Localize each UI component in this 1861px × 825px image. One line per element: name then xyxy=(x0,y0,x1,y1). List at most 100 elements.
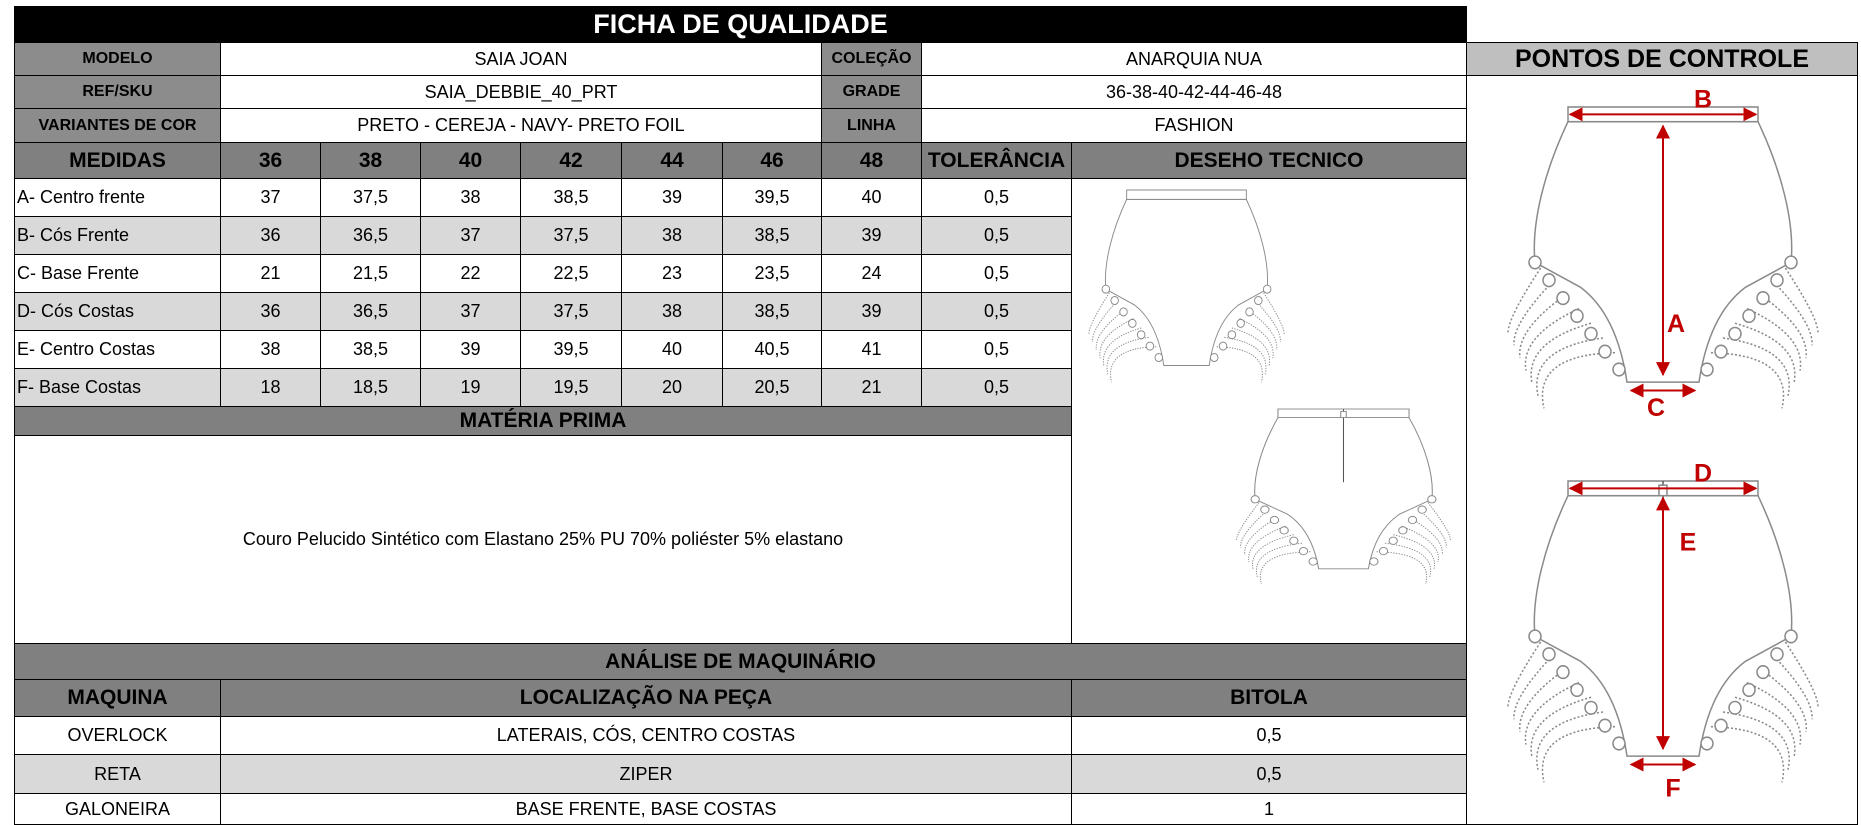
column-header: 48 xyxy=(821,142,922,179)
row: REF/SKU SAIA_DEBBIE_40_PRT GRADE 36-38-40-4… xyxy=(14,75,1468,109)
machine-cell: BASE FRENTE, BASE COSTAS xyxy=(220,793,1072,825)
machine-cell: GALONEIRA xyxy=(14,793,221,825)
measure-value: 24 xyxy=(821,254,922,293)
column-header: 40 xyxy=(420,142,521,179)
row: B- Cós Frente 36 36,5 37 37,5 38 38,5 39 0,5 xyxy=(14,216,1467,255)
control-title: PONTOS DE CONTROLE xyxy=(1467,43,1857,76)
column-header: 42 xyxy=(520,142,622,179)
measure-value: 40,5 xyxy=(722,330,822,369)
row: ANÁLISE DE MAQUINÁRIO xyxy=(13,643,1468,680)
column-header: 46 xyxy=(722,142,822,179)
column-header: TOLERÂNCIA xyxy=(921,142,1072,179)
column-header: 44 xyxy=(621,142,723,179)
measure-value: 36 xyxy=(220,216,321,255)
row: VARIANTES DE COR PRETO - CEREJA - NAVY- P… xyxy=(14,108,1468,143)
row: C- Base Frente 21 21,5 22 22,5 23 23,5 24 0,5 xyxy=(14,254,1467,293)
row: MODELO SAIA JOAN COLEÇÃO ANARQUIA NUA xyxy=(14,42,1468,76)
measure-value: 39,5 xyxy=(520,330,622,369)
measure-name: D- Cós Costas xyxy=(14,292,221,331)
field-label: REF/SKU xyxy=(14,75,221,109)
row: E- Centro Costas 38 38,5 39 39,5 40 40,5 41 0,5 xyxy=(14,330,1467,369)
column-header: MEDIDAS xyxy=(14,142,221,179)
measure-value: 20 xyxy=(621,368,723,407)
measure-value: 22,5 xyxy=(520,254,622,293)
measure-value: 39 xyxy=(821,216,922,255)
quality-sheet: FICHA DE QUALIDADE MODELO SAIA JOAN COLEÇÃO… xyxy=(13,6,1468,825)
measure-name: F- Base Costas xyxy=(14,368,221,407)
field-value: PRETO - CEREJA - NAVY- PRETO FOIL xyxy=(220,108,822,143)
measure-value: 39 xyxy=(621,178,723,217)
measure-value: 0,5 xyxy=(921,254,1072,293)
measure-value: 36 xyxy=(220,292,321,331)
machine-cell: OVERLOCK xyxy=(14,716,221,755)
technical-drawing-cell xyxy=(1070,178,1468,644)
machine-cell: ZIPER xyxy=(220,754,1072,794)
row: A- Centro frente 37 37,5 38 38,5 39 39,5 40 0,5 xyxy=(14,178,1468,644)
measure-value: 38,5 xyxy=(722,216,822,255)
measure-name: C- Base Frente xyxy=(14,254,221,293)
measure-value: 36,5 xyxy=(320,292,421,331)
measure-value: 21,5 xyxy=(320,254,421,293)
measure-value: 19 xyxy=(420,368,521,407)
measure-value: 37,5 xyxy=(520,292,622,331)
measure-value: 38 xyxy=(420,178,521,217)
measure-value: 0,5 xyxy=(921,292,1072,331)
measure-name: A- Centro frente xyxy=(14,178,221,217)
field-value: ANARQUIA NUA xyxy=(920,42,1468,76)
measure-value: 38 xyxy=(621,292,723,331)
machine-cell: LATERAIS, CÓS, CENTRO COSTAS xyxy=(220,716,1072,755)
machine-cell: 0,5 xyxy=(1070,754,1468,794)
measure-value: 37,5 xyxy=(320,178,421,217)
measure-value: 40 xyxy=(621,330,723,369)
measure-value: 19,5 xyxy=(520,368,622,407)
measure-value: 18,5 xyxy=(320,368,421,407)
measure-name: E- Centro Costas xyxy=(14,330,221,369)
field-label: GRADE xyxy=(821,75,922,109)
row: FICHA DE QUALIDADE xyxy=(13,6,1468,43)
column-header: BITOLA xyxy=(1070,679,1468,717)
material-text: Couro Pelucido Sintético com Elastano 25… xyxy=(14,435,1072,644)
measure-name: B- Cós Frente xyxy=(14,216,221,255)
machine-cell: 0,5 xyxy=(1070,716,1468,755)
section-title: ANÁLISE DE MAQUINÁRIO xyxy=(13,643,1468,680)
control-panel: PONTOS DE CONTROLE xyxy=(1466,42,1858,825)
measure-value: 0,5 xyxy=(921,178,1072,217)
field-value: SAIA JOAN xyxy=(220,42,822,76)
measure-value: 37 xyxy=(420,292,521,331)
measure-value: 37 xyxy=(420,216,521,255)
measure-value: 21 xyxy=(220,254,321,293)
measure-value: 22 xyxy=(420,254,521,293)
measure-value: 39 xyxy=(420,330,521,369)
measure-value: 20,5 xyxy=(722,368,822,407)
row: MAQUINA LOCALIZAÇÃO NA PEÇA BITOLA xyxy=(14,679,1468,717)
row: GALONEIRA BASE FRENTE, BASE COSTAS 1 xyxy=(14,793,1468,825)
measure-value: 38,5 xyxy=(722,292,822,331)
field-label: COLEÇÃO xyxy=(821,42,922,76)
field-label: MODELO xyxy=(14,42,221,76)
machine-cell: RETA xyxy=(14,754,221,794)
measure-value: 21 xyxy=(821,368,922,407)
measure-value: 38,5 xyxy=(520,178,622,217)
measure-value: 40 xyxy=(821,178,922,217)
measure-value: 41 xyxy=(821,330,922,369)
measure-value: 36,5 xyxy=(320,216,421,255)
machine-cell: 1 xyxy=(1070,793,1468,825)
measure-value: 38 xyxy=(220,330,321,369)
measure-value: 0,5 xyxy=(921,368,1072,407)
row: D- Cós Costas 36 36,5 37 37,5 38 38,5 39 0,5 xyxy=(14,292,1467,331)
measure-value: 0,5 xyxy=(921,216,1072,255)
field-label: LINHA xyxy=(821,108,922,143)
measure-value: 18 xyxy=(220,368,321,407)
column-header: MAQUINA xyxy=(14,679,221,717)
row: F- Base Costas 18 18,5 19 19,5 20 20,5 21 0,5 xyxy=(14,368,1467,407)
column-header: 38 xyxy=(320,142,421,179)
sheet-title: FICHA DE QUALIDADE xyxy=(13,6,1468,43)
section-title: MATÉRIA PRIMA xyxy=(14,406,1072,436)
measure-value: 38 xyxy=(621,216,723,255)
row: Couro Pelucido Sintético com Elastano 25… xyxy=(14,435,1467,644)
row: OVERLOCK LATERAIS, CÓS, CENTRO COSTAS 0,5 xyxy=(14,716,1468,755)
measure-value: 37,5 xyxy=(520,216,622,255)
measure-value: 0,5 xyxy=(921,330,1072,369)
drawing-title: DESEHO TECNICO xyxy=(1070,142,1468,179)
